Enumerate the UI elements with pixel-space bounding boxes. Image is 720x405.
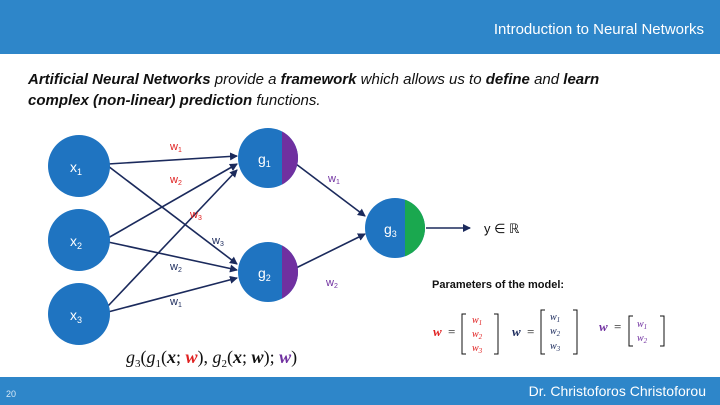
author-name: Dr. Christoforos Christoforou	[528, 383, 706, 399]
node-x2-sub: 2	[77, 241, 82, 251]
svg-text:w: w	[512, 324, 521, 339]
edge-x1-g1	[107, 152, 238, 165]
weight-label-w1-bottom: w1	[169, 296, 182, 309]
output-label: y ∈ ℝ	[484, 221, 520, 236]
param-vector-purple: w = w1 w2	[599, 315, 665, 347]
header-bar: Introduction to Neural Networks	[0, 0, 720, 54]
node-g2: g2	[238, 242, 298, 302]
node-x3-sub: 3	[77, 315, 82, 325]
node-x1: x1	[48, 135, 110, 197]
node-x2: x2	[48, 209, 110, 271]
svg-text:g2: g2	[258, 265, 271, 283]
edge-x3-g2	[107, 275, 238, 313]
svg-text:=: =	[614, 319, 621, 334]
intro-text-3: and	[529, 71, 564, 88]
intro-bold-5: complex (non-linear) prediction	[28, 92, 253, 109]
weight-label-w1-top: w1	[169, 141, 182, 154]
node-x2-label: x	[70, 233, 77, 249]
svg-text:x2: x2	[70, 233, 82, 251]
svg-text:w2: w2	[472, 329, 483, 341]
intro-bold-4: learn	[563, 71, 600, 88]
node-x1-sub: 1	[77, 167, 82, 177]
svg-text:w2: w2	[637, 333, 648, 345]
node-g1: g1	[238, 128, 298, 188]
svg-text:w: w	[599, 319, 608, 334]
node-g3: g3	[365, 198, 425, 258]
svg-text:w2: w2	[550, 326, 561, 338]
node-g1-label: g	[258, 151, 266, 167]
weight-label-w1-out: w1	[327, 173, 340, 186]
svg-text:w3: w3	[472, 343, 483, 355]
node-g2-sub: 2	[266, 273, 271, 283]
param-vector-dark: w = w1 w2 w3	[512, 309, 578, 355]
node-x3: x3	[48, 283, 110, 345]
weight-label-w2-bottom: w2	[169, 261, 182, 274]
node-x3-label: x	[70, 307, 77, 323]
weight-label-w2-out: w2	[325, 277, 338, 290]
svg-text:g1: g1	[258, 151, 271, 169]
footer-bar: 20 Dr. Christoforos Christoforou	[0, 377, 720, 405]
svg-text:x3: x3	[70, 307, 82, 325]
svg-text:w: w	[433, 324, 442, 339]
svg-text:x1: x1	[70, 159, 82, 177]
parameters-title: Parameters of the model:	[432, 279, 565, 291]
svg-text:=: =	[448, 324, 455, 339]
intro-text-2: which allows us to	[356, 71, 486, 88]
intro-bold-1: Artificial Neural Networks	[28, 71, 211, 88]
intro-bold-3: define	[485, 71, 530, 88]
slide-title: Introduction to Neural Networks	[493, 21, 704, 38]
svg-text:w1: w1	[472, 315, 482, 327]
edge-x2-g1	[107, 163, 238, 239]
weight-label-w3-top: w3	[189, 209, 202, 222]
edge-x1-g2	[107, 165, 238, 265]
node-g3-label: g	[384, 221, 392, 237]
composite-formula: g3(g1(x; w), g2(x; w); w)	[126, 347, 297, 370]
weight-label-w2-top: w2	[169, 174, 182, 187]
svg-text:w1: w1	[637, 319, 647, 331]
edge-g1-g3	[295, 163, 366, 217]
intro-text-4: functions.	[252, 92, 321, 109]
node-g1-sub: 1	[266, 159, 271, 169]
svg-text:w3: w3	[550, 341, 561, 353]
svg-text:=: =	[527, 324, 534, 339]
intro-text: Artificial Neural Networks provide a fra…	[28, 69, 688, 111]
svg-text:w1: w1	[550, 312, 560, 324]
page-number: 20	[6, 389, 17, 399]
edge-x2-g2	[107, 241, 238, 273]
weight-label-w3-bottom: w3	[211, 235, 224, 248]
svg-text:g3: g3	[384, 221, 397, 239]
param-vector-red: w = w1 w2 w3	[433, 313, 499, 355]
edge-x3-g1	[107, 169, 238, 307]
intro-text-1: provide a	[210, 71, 281, 88]
node-g2-label: g	[258, 265, 266, 281]
edge-g2-g3	[295, 233, 366, 269]
node-x1-label: x	[70, 159, 77, 175]
intro-bold-2: framework	[280, 71, 357, 88]
node-g3-sub: 3	[392, 229, 397, 239]
